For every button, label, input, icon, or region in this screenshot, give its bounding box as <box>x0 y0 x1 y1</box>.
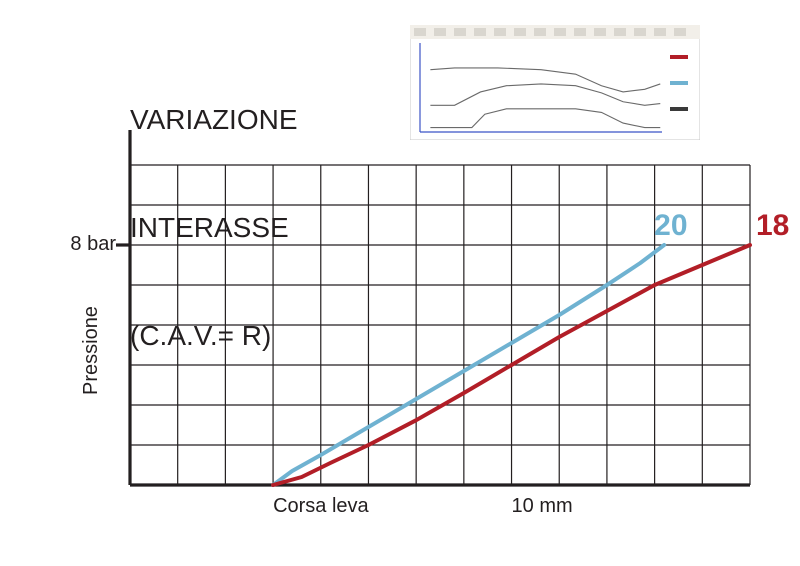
y-axis-label: Pressione <box>80 306 103 395</box>
series-label-20: 20 <box>654 209 687 243</box>
y-tick-label: 8 bar <box>52 233 116 256</box>
series-label-18: 18 <box>756 209 789 243</box>
x-tick-label: 10 mm <box>512 495 573 518</box>
x-axis-label: Corsa leva <box>273 495 369 518</box>
chart-container: VARIAZIONE INTERASSE (C.A.V.= R) 8 bar P… <box>0 0 800 566</box>
inset-screenshot <box>410 25 700 140</box>
